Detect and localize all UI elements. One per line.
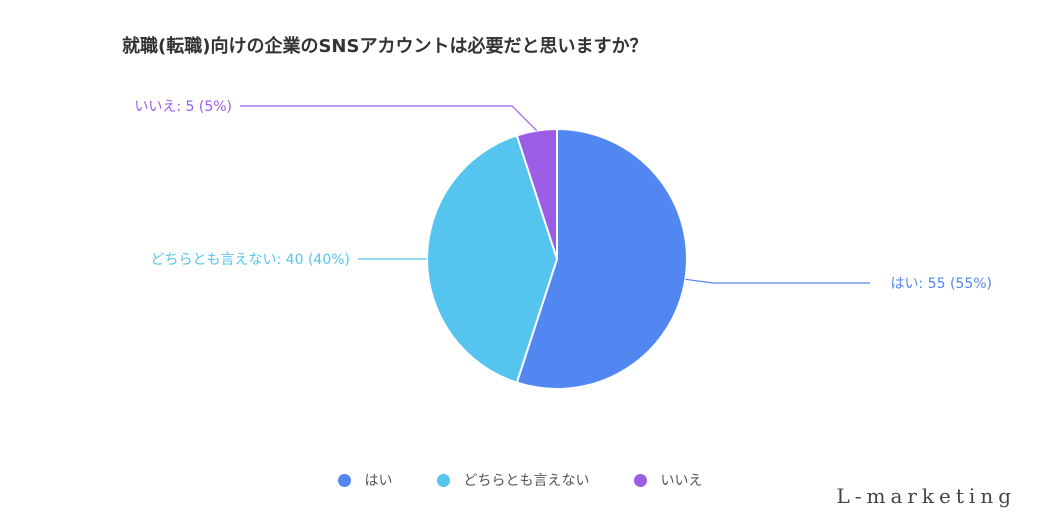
legend-item-yes[interactable]: はい: [337, 470, 393, 490]
leader-line-yes: [685, 278, 870, 284]
legend-dot-neutral: [436, 473, 450, 487]
legend: はい どちらとも言えない いいえ: [0, 470, 1040, 490]
legend-label-yes: はい: [364, 473, 393, 489]
pie-slice-neutral[interactable]: [426, 134, 559, 384]
legend-item-no[interactable]: いいえ: [633, 470, 703, 490]
leader-line-no: [240, 105, 538, 132]
legend-dot-yes: [337, 473, 351, 487]
data-label-neutral: どちらとも言えない: 40 (40%): [151, 252, 350, 268]
legend-dot-no: [633, 473, 647, 487]
legend-item-neutral[interactable]: どちらとも言えない: [436, 470, 590, 490]
brand-logo: L-marketing: [836, 484, 1016, 508]
chart-title: 就職(転職)向けの企業のSNSアカウントは必要だと思いますか？: [122, 36, 648, 57]
legend-label-neutral: どちらとも言えない: [463, 473, 590, 489]
data-label-no: いいえ: 5 (5%): [134, 99, 232, 115]
pie-slice-no[interactable]: [515, 127, 558, 260]
legend-label-no: いいえ: [660, 473, 703, 489]
pie-chart: はい: 55 (55%) どちらとも言えない: 40 (40%) いいえ: 5 (5…: [134, 99, 992, 390]
data-label-yes: はい: 55 (55%): [891, 276, 992, 292]
